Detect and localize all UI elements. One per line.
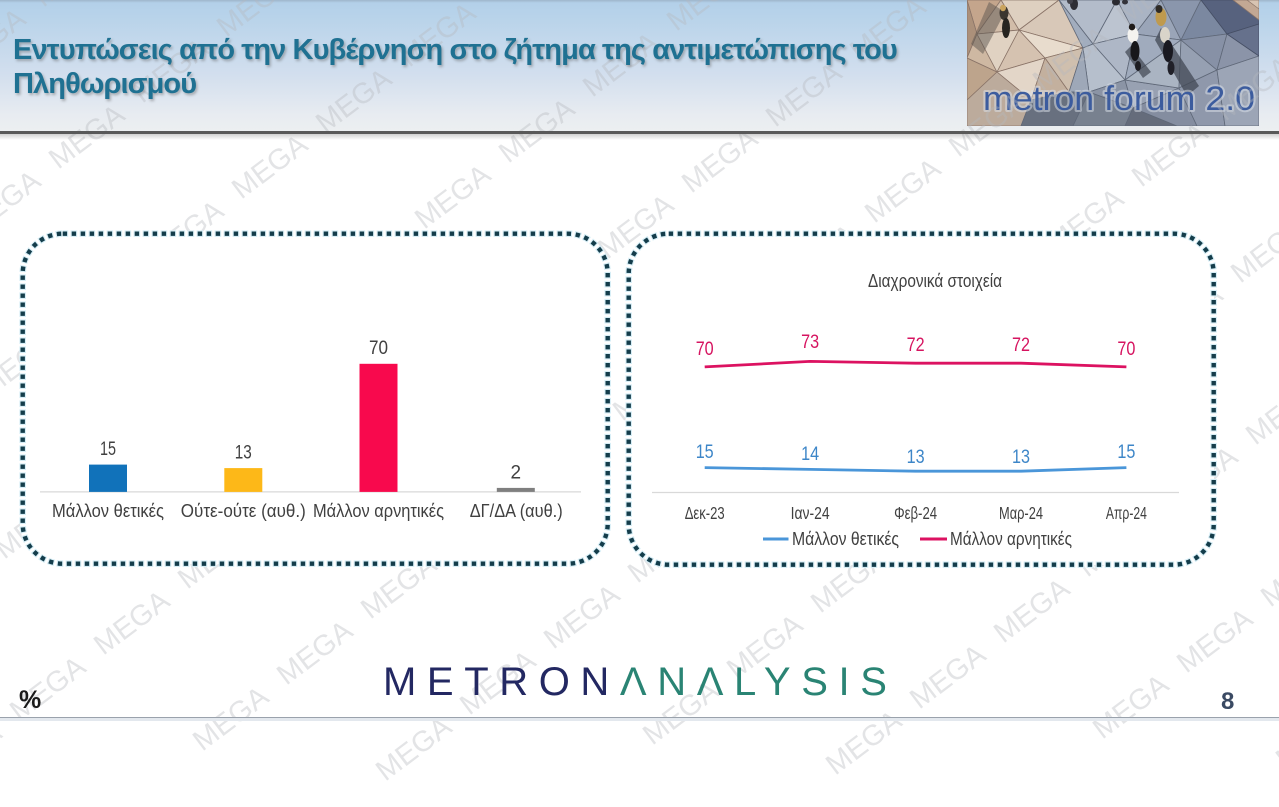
svg-text:Μαρ-24: Μαρ-24	[999, 503, 1043, 523]
svg-text:Φεβ-24: Φεβ-24	[894, 503, 937, 523]
svg-text:15: 15	[696, 442, 714, 463]
svg-text:metron forum 2.0: metron forum 2.0	[983, 80, 1255, 118]
svg-text:13: 13	[1012, 447, 1030, 468]
svg-text:Μάλλον αρνητικές: Μάλλον αρνητικές	[313, 501, 444, 521]
svg-text:15: 15	[100, 439, 116, 460]
svg-text:Ιαν-24: Ιαν-24	[791, 503, 830, 523]
svg-text:70: 70	[696, 339, 714, 360]
svg-text:73: 73	[801, 332, 819, 353]
svg-text:2: 2	[511, 462, 522, 483]
svg-text:metron forum 2.0: metron forum 2.0	[983, 80, 1255, 118]
svg-text:14: 14	[801, 444, 819, 465]
svg-text:13: 13	[907, 447, 925, 468]
svg-text:Ούτε-ούτε (αυθ.): Ούτε-ούτε (αυθ.)	[181, 501, 306, 521]
svg-text:70: 70	[369, 338, 388, 359]
svg-text:Δεκ-23: Δεκ-23	[685, 503, 725, 523]
svg-text:Διαχρονικά στοιχεία: Διαχρονικά στοιχεία	[868, 271, 1002, 291]
svg-text:72: 72	[907, 335, 925, 356]
svg-text:Απρ-24: Απρ-24	[1106, 503, 1147, 523]
svg-text:Μάλλον αρνητικές: Μάλλον αρνητικές	[950, 529, 1072, 549]
svg-text:13: 13	[235, 443, 252, 464]
svg-text:72: 72	[1012, 335, 1030, 356]
svg-text:15: 15	[1117, 442, 1135, 463]
svg-text:ΔΓ/ΔΑ (αυθ.): ΔΓ/ΔΑ (αυθ.)	[470, 501, 563, 521]
svg-text:Μάλλον θετικές: Μάλλον θετικές	[52, 501, 164, 521]
svg-text:70: 70	[1117, 339, 1135, 360]
svg-text:Μάλλον θετικές: Μάλλον θετικές	[792, 529, 899, 549]
